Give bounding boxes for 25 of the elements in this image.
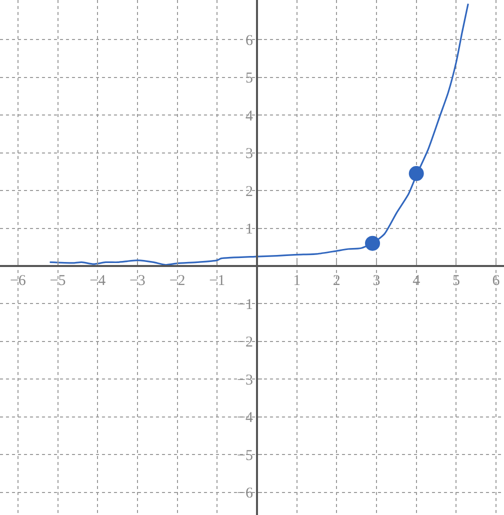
y-tick-label: −4 [237,410,254,426]
y-tick-label: −1 [237,296,253,313]
y-tick-label: 6 [245,32,254,49]
y-tick-label: −3 [237,372,253,388]
y-tick-label: 1 [245,222,253,238]
x-tick-label: 4 [412,272,421,289]
x-tick-label: −6 [10,272,26,289]
y-tick-label: 3 [245,146,253,162]
y-tick-label: −2 [237,334,253,351]
x-tick-label: 3 [372,272,380,289]
x-tick-label: 5 [452,272,460,289]
x-tick-label: −1 [209,272,226,289]
x-tick-label: −5 [50,272,66,289]
x-tick-label: −2 [169,272,186,289]
y-tick-label: −6 [237,486,254,502]
x-tick-label: 6 [492,272,500,289]
y-tick-label: 5 [245,70,253,87]
x-tick-label: 2 [332,272,340,289]
x-tick-label: −3 [129,272,146,289]
line-series [49,2,469,266]
y-tick-label: 2 [245,184,253,200]
x-tick-label: −4 [90,272,106,289]
y-tick-label: 4 [245,108,254,124]
x-tick-label: 1 [293,272,301,289]
y-tick-label: −5 [237,448,253,464]
